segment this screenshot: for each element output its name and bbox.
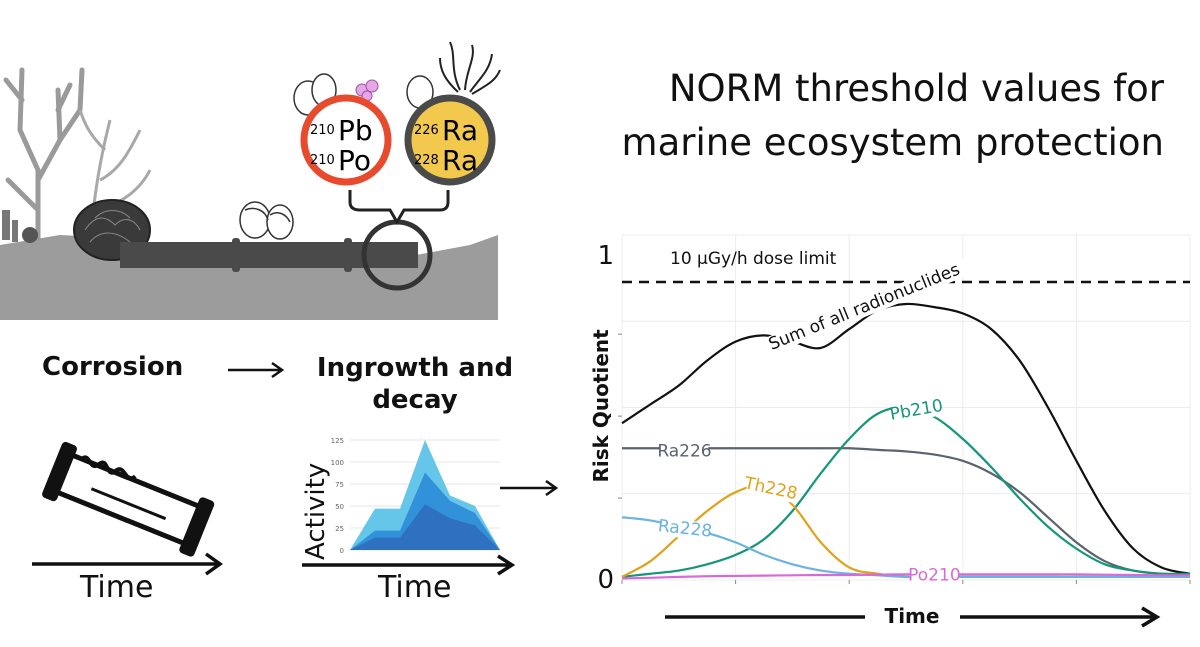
y-tick-label: 0 (597, 565, 614, 595)
seaweed-icon (439, 41, 501, 95)
series-label-bg (755, 256, 974, 359)
isotope-mass: 228 (414, 153, 439, 168)
isotope-symbol: Ra (442, 114, 478, 147)
title: NORM threshold values for marine ecosyst… (538, 0, 1178, 200)
pink-coral-icon (355, 79, 379, 102)
isotope-symbol: Ra (442, 144, 478, 177)
y-tick-label: 0 (340, 547, 344, 555)
y-tick-label: 75 (335, 481, 344, 489)
reef-pipeline-illustration (0, 67, 498, 320)
series-label: Pb210 (888, 396, 944, 425)
bracket (348, 190, 450, 225)
y-tick-label: 125 (331, 437, 344, 445)
series-label-bg (745, 475, 796, 503)
y-tick-label: 50 (335, 503, 344, 511)
isotope-mass: 210 (310, 153, 335, 168)
ingrowth-line-2: decay (372, 385, 458, 415)
series-label-bg (910, 566, 959, 585)
series-line-ra228 (621, 516, 1190, 579)
title-line-1: NORM threshold values for (668, 67, 1164, 110)
series-line-sum-of-all-radionuclides (621, 302, 1191, 575)
small-coral-icon (2, 210, 38, 243)
series-line-pb210 (621, 406, 1191, 578)
time-label-left: Time (80, 570, 154, 605)
title-line-2: marine ecosystem protection (621, 121, 1164, 164)
activity-chart: 0 25 50 75 100 125 Activity (301, 437, 516, 576)
isotope-mass: 210 (310, 123, 335, 138)
ingrowth-label: Ingrowth and decay (300, 352, 530, 416)
series-label: Th228 (741, 473, 799, 504)
activity-ylabel: Activity (301, 463, 331, 560)
isotope-symbol: Pb (338, 114, 373, 147)
series-line-ra226 (622, 447, 1191, 576)
isotope-symbol: Po (338, 144, 371, 177)
corrosion-label: Corrosion (42, 352, 184, 382)
series-label-bg (891, 397, 942, 424)
time-axis-arrow-right (960, 606, 1161, 628)
isotope-circles: 210 Pb 210 Po 226 Ra 228 Ra (293, 41, 501, 186)
isotope-mass: 226 (414, 123, 439, 138)
corroded-pipe-icon (32, 441, 224, 576)
time-axis-arrow (302, 554, 516, 576)
series-label: Po210 (908, 565, 961, 585)
series-line-po210 (621, 573, 1191, 580)
y-tick-label: 1 (597, 241, 614, 271)
rq-ylabel: Risk Quotient (589, 329, 613, 483)
y-tick-label: 100 (331, 459, 344, 467)
oyster-icon (239, 201, 294, 240)
ingrowth-line-1: Ingrowth and (316, 353, 514, 383)
ra-circle (404, 94, 496, 186)
series-label: Ra228 (657, 516, 713, 542)
time-label-middle: Time (378, 570, 452, 605)
pipeline (120, 242, 418, 268)
arrow-right-icon (228, 361, 285, 379)
activity-area-2 (350, 504, 500, 550)
pb-po-circle (300, 94, 392, 186)
series-label-bg (660, 442, 709, 461)
dose-limit-label: 10 µGy/h dose limit (670, 249, 837, 269)
series-label: Ra226 (657, 441, 711, 461)
arrow-right-icon (500, 479, 559, 497)
rq-xlabel: Time (885, 604, 940, 628)
series-label-bg (660, 517, 710, 541)
y-tick-label: 25 (335, 525, 344, 533)
